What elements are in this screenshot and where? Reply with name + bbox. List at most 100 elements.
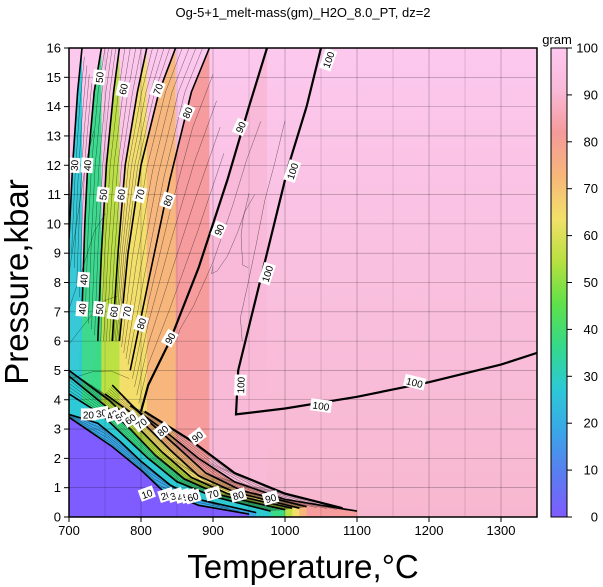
fine-contour-40-1-2 (69, 372, 290, 510)
contour-label-text-25: 20 (83, 410, 95, 421)
contour-label-bg-0 (69, 157, 81, 174)
colorbar-tick-label-90: 90 (584, 87, 598, 102)
contour-label-text-11: 90 (213, 223, 228, 238)
contour-label-7: 60 (113, 186, 129, 203)
y-tick-label-14: 14 (47, 99, 61, 114)
contour-label-9: 80 (159, 191, 176, 210)
y-tick-label-9: 9 (54, 246, 61, 261)
contour-label-18: 90 (160, 328, 179, 348)
contour-label-bg-29 (120, 409, 140, 429)
x-axis-ticks: 700 800 900 1000 1100 1200 1300 (58, 517, 515, 538)
fine-contour-80-1-0 (132, 406, 297, 502)
contour-label-text-8: 70 (134, 188, 147, 202)
fine-contour-50-0-1 (103, 48, 131, 342)
contour-label-bg-15 (106, 303, 121, 321)
colorbar-tick-label-60: 60 (584, 228, 598, 243)
contour-label-text-17: 80 (135, 317, 149, 331)
contour-label-13: 40 (75, 300, 90, 317)
fine-contour-20-0-0 (69, 370, 130, 380)
contour-label-bg-33 (137, 485, 156, 502)
contour-label-text-39: 70 (207, 488, 221, 502)
contour-label-bg-18 (160, 328, 179, 348)
contour-label-text-21: 100 (261, 264, 277, 284)
contour-label-5: 80 (178, 103, 196, 122)
y-tick-label-6: 6 (54, 334, 61, 349)
contour-label-4: 70 (149, 79, 166, 99)
y-tick-label-16: 16 (47, 41, 61, 56)
x-tick-label-900: 900 (202, 523, 224, 538)
colorbar-tick-label-100: 100 (576, 41, 598, 56)
y-tick-label-3: 3 (54, 422, 61, 437)
contour-label-bg-17 (132, 314, 150, 333)
contour-label-text-2: 50 (95, 71, 107, 84)
fine-contour-60-0-0 (113, 48, 153, 342)
colorbar-tick-label-20: 20 (584, 416, 598, 431)
colorbar-tick-label-80: 80 (584, 134, 598, 149)
contour-label-6: 50 (96, 186, 110, 203)
x-tick-label-1000: 1000 (271, 523, 300, 538)
fine-contour-50-0-3 (109, 48, 142, 342)
fine-contour-70-0-3 (127, 48, 203, 365)
y-tick-label-8: 8 (54, 275, 61, 290)
contour-label-bg-12 (76, 271, 90, 288)
contour-label-bg-10 (231, 117, 249, 137)
contour-label-text-12: 40 (79, 273, 91, 285)
contour-90-1 (144, 410, 343, 510)
contour-label-38: 60 (183, 488, 202, 505)
fine-contour-90-0-3 (240, 120, 286, 342)
x-tick-label-1100: 1100 (343, 523, 371, 538)
y-tick-label-0: 0 (54, 510, 61, 525)
contour-80-1 (129, 404, 358, 512)
fine-contour-60-1-2 (109, 388, 304, 508)
contour-label-text-1: 40 (83, 159, 95, 171)
contour-label-8: 70 (131, 185, 148, 204)
contour-label-text-22: 100 (236, 376, 248, 393)
contour-label-bg-25 (80, 408, 96, 421)
x-tick-label-800: 800 (130, 523, 152, 538)
contour-label-16: 70 (119, 303, 135, 321)
contour-label-bg-22 (234, 374, 247, 396)
contour-label-text-16: 70 (122, 305, 135, 318)
contour-label-bg-2 (92, 69, 106, 86)
contour-label-text-13: 40 (78, 303, 90, 315)
contour-label-text-38: 60 (186, 491, 200, 505)
y-axis-title: Pressure,kbar (0, 179, 35, 384)
contour-label-22: 100 (234, 374, 248, 396)
contour-label-bg-3 (115, 80, 131, 98)
colorbar-tick-label-0: 0 (591, 510, 598, 525)
contour-label-14: 50 (92, 300, 107, 317)
fine-contour-70-0-0 (121, 48, 183, 348)
contour-label-17: 80 (132, 314, 150, 333)
contour-label-bg-6 (96, 186, 110, 203)
colorbar-tick-label-10: 10 (584, 463, 598, 478)
band-subsolidus (69, 417, 249, 517)
fine-contour-60-0-3 (117, 48, 171, 342)
contour-label-bg-24 (309, 398, 333, 414)
colorbar-ticks: 0 10 20 30 40 50 60 70 80 90 100 (567, 41, 598, 525)
contour-label-12: 40 (76, 271, 91, 288)
contour-label-bg-20 (283, 159, 302, 183)
fine-contour-30-0-0 (71, 56, 85, 254)
contour-label-text-10: 90 (234, 120, 249, 135)
contour-label-0: 30 (69, 157, 81, 174)
fine-contour-90-0-0 (176, 121, 262, 339)
contour-label-text-20: 100 (286, 162, 302, 182)
contour-label-text-33: 10 (140, 488, 155, 502)
contour-label-bg-16 (119, 303, 134, 321)
contour-label-text-14: 50 (95, 303, 107, 316)
contour-label-bg-5 (178, 103, 196, 122)
contour-label-text-23: 100 (405, 376, 424, 391)
colorbar-tick-label-40: 40 (584, 322, 598, 337)
contour-label-bg-8 (131, 185, 148, 204)
contour-label-bg-39 (204, 485, 222, 502)
fine-contour-70-0-1 (123, 48, 190, 353)
contour-10-0 (69, 416, 250, 515)
contour-label-bg-19 (318, 48, 338, 72)
contour-30-0 (69, 48, 83, 239)
contour-60-0 (111, 48, 148, 342)
fine-contour-10-0-0 (69, 416, 239, 512)
x-tick-label-1200: 1200 (415, 523, 444, 538)
contour-label-bg-30 (131, 413, 151, 433)
